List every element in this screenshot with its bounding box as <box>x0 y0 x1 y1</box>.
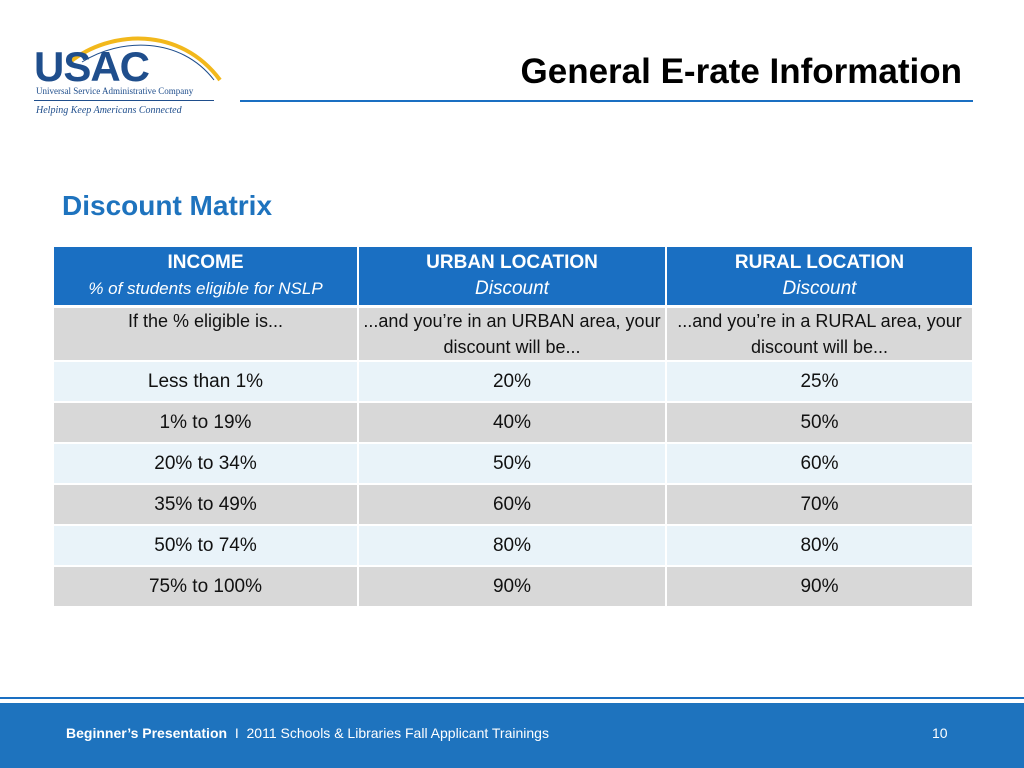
slide-subtitle: Discount Matrix <box>62 190 273 221</box>
header-urban-sub: Discount <box>475 278 549 299</box>
footer-presentation-name: Beginner’s Presentation <box>66 725 228 741</box>
income-range-cell: 1% to 19% <box>52 402 359 444</box>
discount-matrix-table: INCOME % of students eligible for NSLP U… <box>52 247 974 608</box>
income-range-cell: 75% to 100% <box>52 566 359 608</box>
explain-income: If the % eligible is... <box>52 306 359 362</box>
income-range-cell: 50% to 74% <box>52 525 359 567</box>
urban-discount-cell: 80% <box>357 525 667 567</box>
header-urban-label: URBAN LOCATION <box>426 252 598 273</box>
header-income-label: INCOME <box>167 252 244 273</box>
urban-discount-cell: 20% <box>357 361 667 403</box>
footer-event-name: 2011 Schools & Libraries Fall Applicant … <box>246 725 549 741</box>
rural-discount-cell: 25% <box>665 361 974 403</box>
rural-discount-cell: 90% <box>665 566 974 608</box>
urban-discount-cell: 60% <box>357 484 667 526</box>
header-rural-label: RURAL LOCATION <box>734 252 905 273</box>
footer-bar: Beginner’s Presentation I 2011 Schools &… <box>0 703 1024 768</box>
income-range-cell: Less than 1% <box>52 361 359 403</box>
header-urban: URBAN LOCATION Discount <box>357 247 667 308</box>
slide-title: General E-rate Information <box>520 52 962 91</box>
logo-tagline: Helping Keep Americans Connected <box>36 105 182 116</box>
table-row: 1% to 19% 40% 50% <box>52 402 974 444</box>
logo-wordmark: USAC <box>34 43 150 90</box>
footer-text: Beginner’s Presentation I 2011 Schools &… <box>66 725 549 741</box>
logo-divider <box>34 100 214 101</box>
explain-rural: ...and you’re in a RURAL area, your disc… <box>665 306 974 362</box>
rural-discount-cell: 70% <box>665 484 974 526</box>
urban-discount-cell: 50% <box>357 443 667 485</box>
header-income: INCOME % of students eligible for NSLP <box>52 247 359 308</box>
explain-urban: ...and you’re in an URBAN area, your dis… <box>357 306 667 362</box>
page-number: 10 <box>932 725 948 741</box>
usac-logo: USAC Universal Service Administrative Co… <box>30 28 230 123</box>
header-rural: RURAL LOCATION Discount <box>665 247 974 308</box>
table-row: Less than 1% 20% 25% <box>52 361 974 403</box>
rural-discount-cell: 50% <box>665 402 974 444</box>
logo-arc-icon <box>68 36 222 82</box>
urban-discount-cell: 90% <box>357 566 667 608</box>
table-row: 20% to 34% 50% 60% <box>52 443 974 485</box>
table-header-row: INCOME % of students eligible for NSLP U… <box>52 247 974 308</box>
rural-discount-cell: 80% <box>665 525 974 567</box>
table-row: 75% to 100% 90% 90% <box>52 566 974 608</box>
logo-full-name: Universal Service Administrative Company <box>36 86 194 96</box>
header-income-sub: % of students eligible for NSLP <box>88 279 323 298</box>
table-row: 35% to 49% 60% 70% <box>52 484 974 526</box>
footer-separator: I <box>234 725 239 741</box>
title-divider <box>240 100 973 102</box>
urban-discount-cell: 40% <box>357 402 667 444</box>
table-row: 50% to 74% 80% 80% <box>52 525 974 567</box>
income-range-cell: 35% to 49% <box>52 484 359 526</box>
footer-divider <box>0 697 1024 699</box>
income-range-cell: 20% to 34% <box>52 443 359 485</box>
header-rural-sub: Discount <box>782 278 857 299</box>
rural-discount-cell: 60% <box>665 443 974 485</box>
table-explain-row: If the % eligible is... ...and you’re in… <box>52 306 974 362</box>
